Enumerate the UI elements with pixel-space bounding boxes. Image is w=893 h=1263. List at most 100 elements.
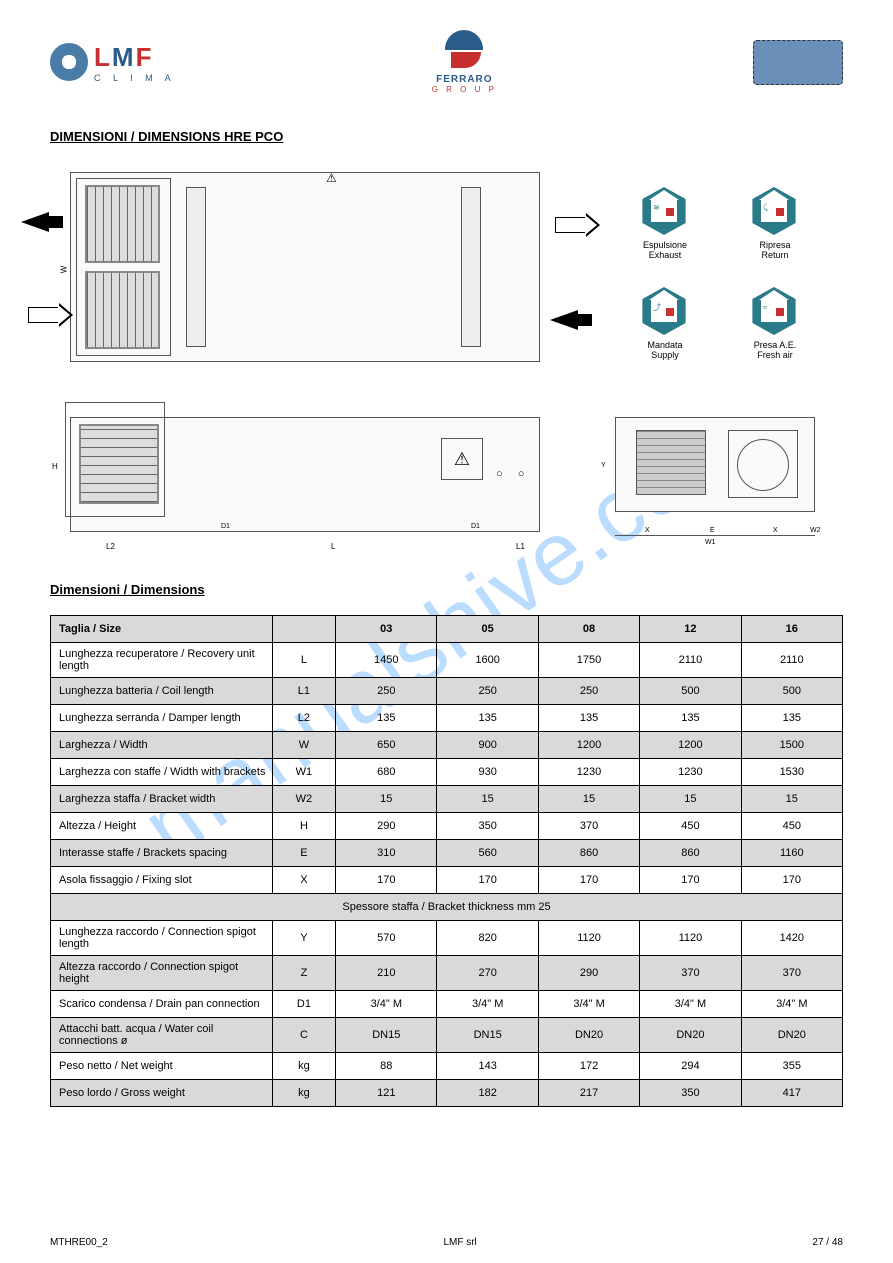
table-header: 12	[640, 616, 741, 643]
table-cell: 3/4" M	[538, 991, 639, 1018]
table-cell: 350	[437, 813, 538, 840]
table-cell: 1230	[640, 759, 741, 786]
lmf-sub: C L I M A	[94, 73, 176, 83]
table-cell: 1230	[538, 759, 639, 786]
table-cell: 143	[437, 1053, 538, 1080]
table-header: Taglia / Size	[51, 616, 273, 643]
hex-freshair-icon: ≈	[750, 287, 798, 335]
table-cell: 170	[640, 867, 741, 894]
diagram-side-view: ⚠ ○ ○ L2 L L1 D1 D1	[70, 417, 540, 532]
table-cell: 570	[336, 921, 437, 956]
table-row: Attacchi batt. acqua / Water coil connec…	[51, 1018, 843, 1053]
grille-icon	[85, 271, 160, 349]
table-cell: Z	[272, 956, 335, 991]
table-cell: Lunghezza batteria / Coil length	[51, 678, 273, 705]
table-cell: Lunghezza recuperatore / Recovery unit l…	[51, 643, 273, 678]
table-row: Lunghezza raccordo / Connection spigot l…	[51, 921, 843, 956]
table-cell: 1120	[640, 921, 741, 956]
table-row: Peso netto / Net weightkg88143172294355	[51, 1053, 843, 1080]
table-row: Altezza raccordo / Connection spigot hei…	[51, 956, 843, 991]
warning-panel-icon: ⚠	[441, 438, 483, 480]
table-cell: Larghezza / Width	[51, 732, 273, 759]
table-row: Larghezza / WidthW650900120012001500	[51, 732, 843, 759]
table-cell: 170	[437, 867, 538, 894]
dim-label: X	[645, 527, 650, 534]
table-cell: 172	[538, 1053, 639, 1080]
table-cell: 294	[640, 1053, 741, 1080]
table-cell: 15	[640, 786, 741, 813]
table-cell: W1	[272, 759, 335, 786]
dim-label: H	[52, 462, 58, 471]
table-cell: 1200	[538, 732, 639, 759]
table-cell: W	[272, 732, 335, 759]
table-row: Altezza / HeightH290350370450450	[51, 813, 843, 840]
grille-icon	[79, 424, 159, 504]
table-cell: DN15	[437, 1018, 538, 1053]
table-cell: kg	[272, 1080, 335, 1107]
hex-supply-icon: ⤴	[640, 287, 688, 335]
table-cell: 860	[538, 840, 639, 867]
table-cell: 500	[741, 678, 842, 705]
table-cell: D1	[272, 991, 335, 1018]
table-cell: C	[272, 1018, 335, 1053]
ferraro-main: FERRARO	[436, 74, 492, 85]
table-cell: 1120	[538, 921, 639, 956]
table-cell: Lunghezza serranda / Damper length	[51, 705, 273, 732]
dim-label: W1	[705, 539, 716, 546]
table-cell: 121	[336, 1080, 437, 1107]
icon-label-supply: Mandata Supply	[620, 340, 710, 360]
table-cell: 2110	[741, 643, 842, 678]
footer-right: 27 / 48	[812, 1237, 843, 1248]
icon-label-exhaust: Espulsione Exhaust	[620, 240, 710, 260]
table-cell: 250	[336, 678, 437, 705]
table-cell: 450	[640, 813, 741, 840]
table-cell: 1500	[741, 732, 842, 759]
table-cell: 3/4" M	[336, 991, 437, 1018]
table-cell: Attacchi batt. acqua / Water coil connec…	[51, 1018, 273, 1053]
table-cell: 680	[336, 759, 437, 786]
diagram-end-view: X E X W2 W1 Y	[605, 417, 825, 535]
table-cell: 500	[640, 678, 741, 705]
table-cell: 650	[336, 732, 437, 759]
table-cell: 355	[741, 1053, 842, 1080]
table-cell: 450	[741, 813, 842, 840]
dim-label: W2	[810, 527, 821, 534]
table-row: Lunghezza recuperatore / Recovery unit l…	[51, 643, 843, 678]
table-cell: 930	[437, 759, 538, 786]
table-cell: 250	[437, 678, 538, 705]
table-cell: L2	[272, 705, 335, 732]
table-cell: DN20	[640, 1018, 741, 1053]
table-cell: 15	[741, 786, 842, 813]
indicator-dots: ○ ○	[496, 468, 530, 480]
table-cell: 350	[640, 1080, 741, 1107]
arrow-outline-right-icon	[28, 307, 60, 323]
table-cell: E	[272, 840, 335, 867]
hex-return-icon: ⤹	[750, 187, 798, 235]
table-row: Peso lordo / Gross weightkg1211822173504…	[51, 1080, 843, 1107]
header: LMF C L I M A FERRARO G R O U P	[50, 30, 843, 94]
table-row: Interasse staffe / Brackets spacingE3105…	[51, 840, 843, 867]
icon-label-freshair: Presa A.E. Fresh air	[730, 340, 820, 360]
table-cell: 3/4" M	[640, 991, 741, 1018]
table-cell: 1750	[538, 643, 639, 678]
table-row: Lunghezza batteria / Coil lengthL1250250…	[51, 678, 843, 705]
table-cell: DN20	[538, 1018, 639, 1053]
table-cell: Spessore staffa / Bracket thickness mm 2…	[51, 894, 843, 921]
dim-label: L1	[516, 542, 525, 551]
table-header: 08	[538, 616, 639, 643]
warning-triangle-icon: ⚠	[326, 171, 337, 185]
table-cell: 3/4" M	[437, 991, 538, 1018]
arrow-left-icon	[21, 212, 49, 232]
table-cell: 88	[336, 1053, 437, 1080]
table-cell: 860	[640, 840, 741, 867]
table-cell: 370	[640, 956, 741, 991]
logo-ferraro: FERRARO G R O U P	[432, 30, 497, 94]
table-cell: L1	[272, 678, 335, 705]
table-cell: Peso lordo / Gross weight	[51, 1080, 273, 1107]
table-cell: 417	[741, 1080, 842, 1107]
table-cell: DN15	[336, 1018, 437, 1053]
footer-left: MTHRE00_2	[50, 1237, 108, 1248]
table-cell: Altezza / Height	[51, 813, 273, 840]
dimensions-table: Taglia / Size 03 05 08 12 16 Lunghezza r…	[50, 615, 843, 1107]
table-header: 05	[437, 616, 538, 643]
